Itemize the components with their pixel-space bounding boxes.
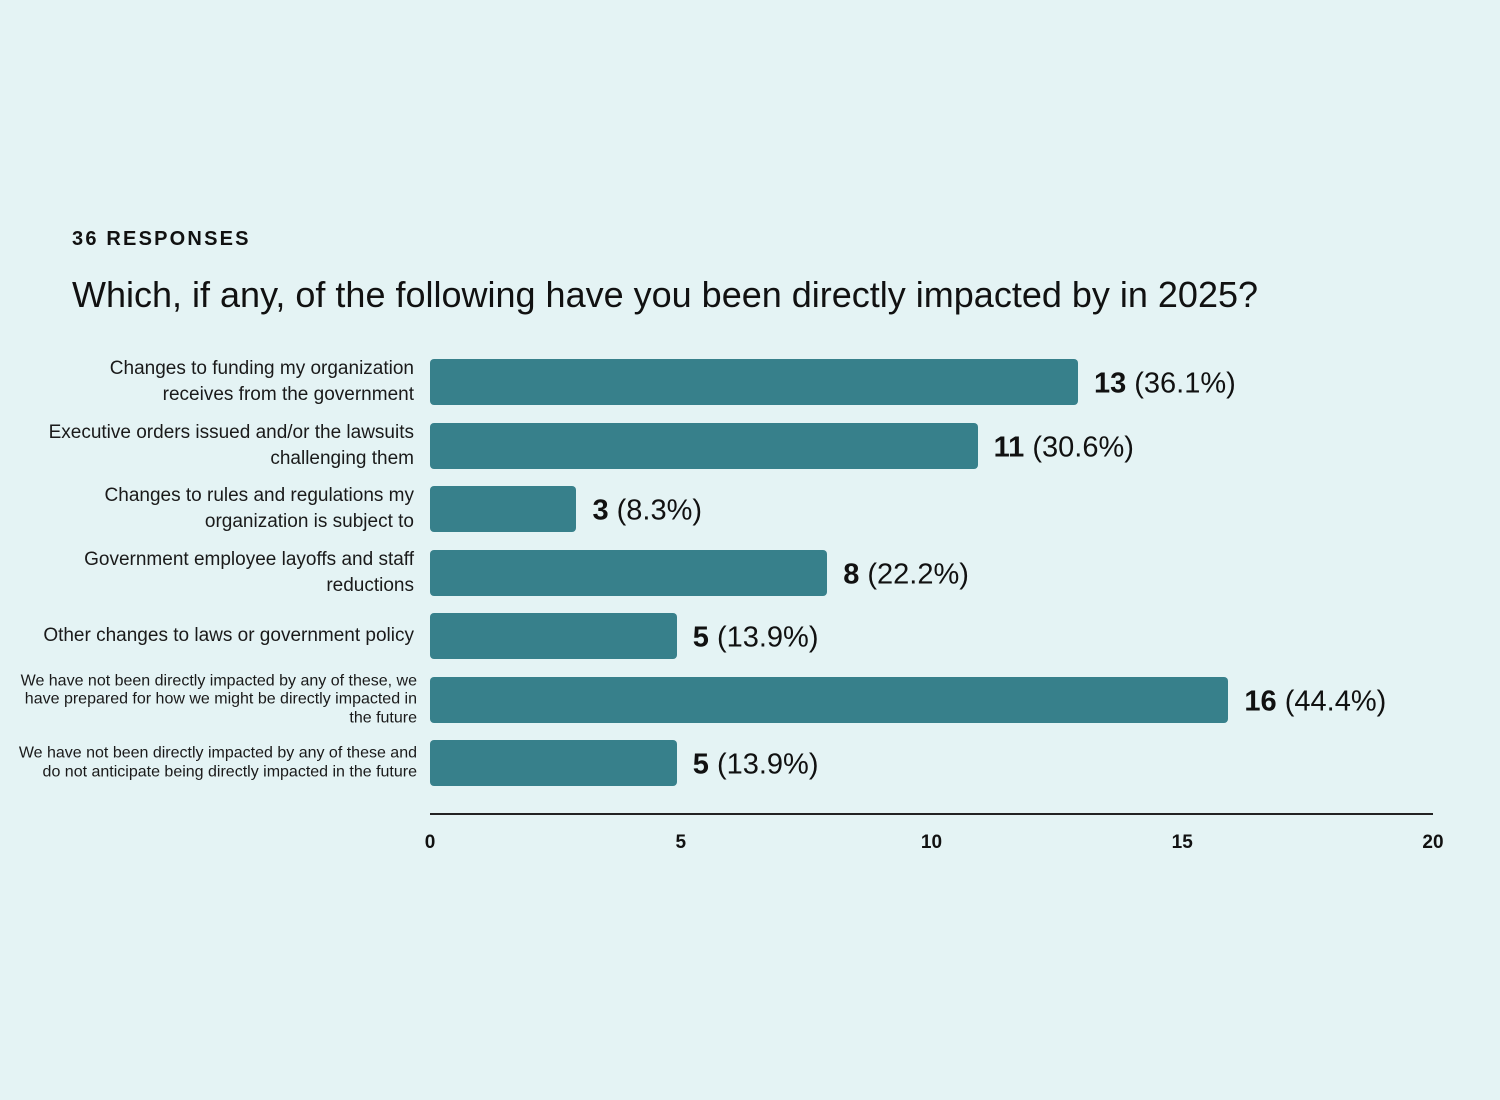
bar-count: 16 [1244,685,1277,717]
x-tick-label: 20 [1422,832,1444,853]
bar-value-label: 3 (8.3%) [592,495,702,528]
x-tick-label: 15 [1171,832,1193,853]
x-tick-label: 10 [920,832,943,853]
bar [430,740,677,786]
bar-value-label: 16 (44.4%) [1244,685,1386,718]
bar [430,676,1229,723]
bar-count: 3 [592,494,609,527]
category-label: Government employee layoffs and staff re… [84,548,414,596]
bar [430,613,677,659]
x-axis-line [430,813,1433,815]
bar-value-label: 5 (13.9%) [693,749,819,782]
bar [430,549,828,596]
category-label: Changes to rules and regulations my orga… [104,485,414,532]
bar-count: 11 [993,431,1025,463]
bar-count: 5 [692,621,709,654]
bar-value-label: 13 (36.1%) [1094,368,1236,401]
bar-percent: (30.6%) [1032,431,1134,463]
category-label: Executive orders issued and/or the lawsu… [48,421,414,469]
bar-percent: (13.9%) [716,621,819,654]
bar-percent: (8.3%) [616,494,703,527]
category-label: Other changes to laws or government poli… [43,625,414,646]
bar-percent: (36.1%) [1134,367,1236,400]
bar-count: 8 [843,558,860,590]
bar-value-label: 5 (13.9%) [693,622,819,655]
category-label: We have not been directly impacted by an… [20,671,417,726]
bar-value-label: 8 (22.2%) [843,558,969,591]
bar-count: 5 [692,748,709,781]
bar-percent: (22.2%) [867,558,969,590]
bar [430,422,978,469]
category-label: Changes to funding my organization recei… [109,358,414,405]
bar-count: 13 [1093,367,1127,400]
bar-percent: (13.9%) [716,748,819,781]
bar-value-label: 11 (30.6%) [994,431,1134,464]
eyebrow-response-count: 36 RESPONSES [72,228,251,250]
bar [430,359,1078,405]
x-tick-label: 5 [675,832,687,853]
category-label: We have not been directly impacted by an… [18,744,417,781]
bar [430,486,577,532]
bar-percent: (44.4%) [1284,685,1387,717]
x-tick-label: 0 [424,832,436,853]
chart-question-title: Which, if any, of the following have you… [72,274,1259,315]
